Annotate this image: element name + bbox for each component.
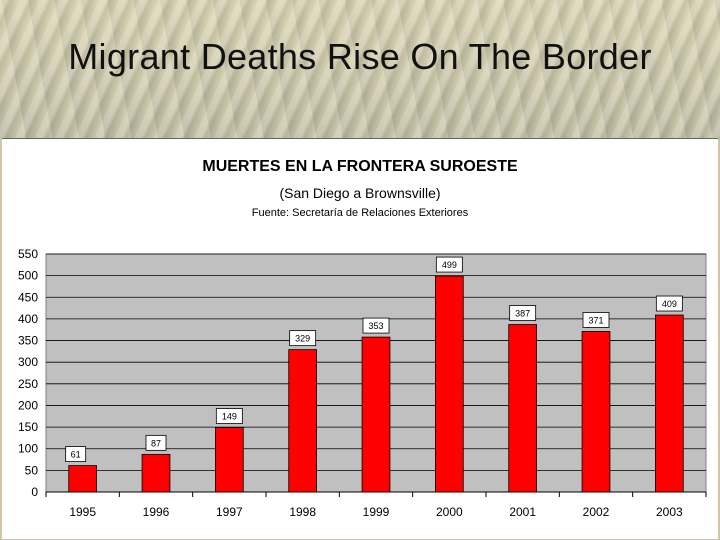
y-tick-label: 500	[18, 269, 38, 283]
data-label: 87	[151, 438, 161, 448]
sand-background	[0, 0, 720, 140]
data-label-box	[582, 312, 610, 328]
y-tick-label: 400	[18, 312, 38, 326]
y-tick-label: 250	[18, 377, 38, 391]
data-label-box	[435, 256, 463, 273]
data-label-box	[145, 434, 167, 451]
data-label-box	[509, 305, 537, 321]
data-label: 409	[662, 299, 677, 309]
x-tick-label: 1998	[289, 505, 316, 519]
x-tick-label: 2003	[656, 505, 683, 519]
y-tick-label: 100	[18, 442, 38, 456]
data-label-box	[65, 446, 87, 463]
y-tick-label: 200	[18, 398, 38, 412]
data-label-box	[289, 330, 317, 347]
chart-source: Fuente: Secretaría de Relaciones Exterio…	[251, 207, 469, 219]
data-label: 149	[222, 412, 237, 422]
bar-2002	[581, 331, 611, 493]
x-tick-label: 1997	[216, 505, 243, 519]
x-tick-label: 2000	[436, 505, 463, 519]
data-label: 61	[71, 450, 81, 460]
x-tick-label: 1996	[143, 505, 170, 519]
chart-subtitle: (San Diego a Brownsville)	[279, 185, 441, 201]
y-tick-label: 50	[25, 463, 39, 477]
y-tick-label: 350	[18, 334, 38, 348]
bar-1999	[361, 336, 391, 493]
data-label: 329	[295, 334, 310, 344]
bar-2000	[434, 275, 464, 493]
data-label-box	[362, 317, 390, 334]
chart-title: MUERTES EN LA FRONTERA SUROESTE	[202, 158, 518, 175]
slide-title: Migrant Deaths Rise On The Border	[68, 36, 652, 77]
data-label: 387	[515, 309, 530, 319]
data-label-box	[215, 408, 243, 424]
x-tick-label: 1999	[363, 505, 390, 519]
bar-1995	[68, 465, 97, 493]
y-tick-label: 0	[31, 485, 38, 499]
y-tick-label: 300	[18, 355, 38, 369]
bar-2001	[508, 324, 538, 493]
bar-1998	[288, 349, 318, 493]
bar-1996	[141, 453, 171, 493]
x-tick-label: 1995	[69, 505, 96, 519]
data-label: 353	[368, 321, 383, 331]
y-tick-label: 150	[18, 420, 38, 434]
data-label-box	[655, 295, 683, 312]
y-tick-label: 550	[18, 247, 38, 261]
bar-2003	[655, 314, 684, 493]
x-tick-label: 2002	[583, 505, 610, 519]
data-label: 499	[442, 260, 457, 270]
x-tick-label: 2001	[509, 505, 536, 519]
data-label: 371	[588, 315, 603, 325]
bar-1997	[214, 427, 244, 493]
y-tick-label: 450	[18, 290, 38, 304]
